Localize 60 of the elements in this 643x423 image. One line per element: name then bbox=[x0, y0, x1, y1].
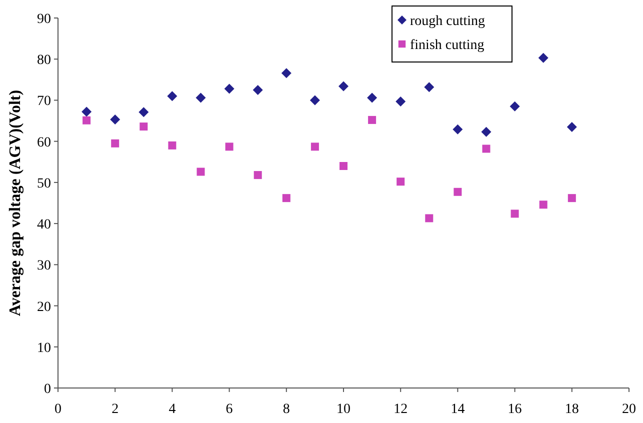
point bbox=[167, 91, 178, 102]
y-tick-label: 10 bbox=[37, 340, 51, 356]
point bbox=[510, 101, 520, 112]
y-tick-label: 60 bbox=[37, 135, 51, 150]
point bbox=[111, 139, 120, 148]
x-tick-label: 4 bbox=[168, 402, 176, 417]
point bbox=[196, 92, 206, 103]
x-tick-label: 8 bbox=[282, 402, 290, 417]
point bbox=[340, 162, 348, 170]
point bbox=[282, 194, 290, 202]
point bbox=[452, 124, 463, 134]
point bbox=[425, 214, 434, 222]
point bbox=[454, 188, 462, 196]
point bbox=[196, 168, 205, 176]
point bbox=[110, 114, 120, 125]
x-tick-label: 16 bbox=[508, 402, 522, 417]
point bbox=[82, 106, 92, 117]
point bbox=[310, 95, 320, 106]
point bbox=[168, 141, 176, 150]
x-tick-label: 14 bbox=[450, 402, 465, 417]
x-tick-label: 12 bbox=[394, 402, 408, 417]
y-tick-label: 30 bbox=[37, 258, 51, 274]
x-tick-label: 6 bbox=[226, 402, 233, 417]
point bbox=[252, 84, 263, 95]
y-tick-label: 70 bbox=[37, 94, 51, 110]
y-tick-label: 0 bbox=[44, 382, 51, 397]
x-tick-label: 10 bbox=[336, 402, 350, 417]
point bbox=[396, 96, 406, 106]
x-tick-label: 20 bbox=[622, 402, 636, 417]
point bbox=[481, 126, 492, 137]
point bbox=[566, 122, 577, 132]
x-tick-label: 0 bbox=[54, 402, 62, 417]
y-tick-label: 80 bbox=[37, 53, 51, 68]
legend-label: finish cutting bbox=[410, 38, 484, 53]
point bbox=[338, 81, 348, 92]
point bbox=[140, 122, 148, 131]
point bbox=[482, 144, 490, 153]
legend-label: rough cutting bbox=[410, 14, 486, 29]
y-tick-label: 40 bbox=[37, 218, 51, 233]
point bbox=[254, 171, 262, 180]
y-tick-label: 50 bbox=[37, 176, 51, 192]
y-tick-label: 20 bbox=[37, 300, 51, 315]
point bbox=[310, 142, 319, 151]
point bbox=[224, 84, 234, 94]
point bbox=[367, 92, 378, 103]
y-tick-label: 90 bbox=[37, 12, 51, 27]
x-tick-label: 2 bbox=[112, 402, 119, 417]
point bbox=[539, 200, 548, 209]
point bbox=[538, 52, 548, 63]
point bbox=[82, 116, 91, 124]
x-tick-label: 18 bbox=[564, 402, 579, 417]
point bbox=[281, 68, 292, 78]
point bbox=[510, 210, 519, 218]
point bbox=[368, 116, 376, 124]
point bbox=[225, 142, 234, 151]
point bbox=[424, 82, 434, 92]
point bbox=[138, 107, 149, 118]
point bbox=[568, 194, 576, 202]
point bbox=[396, 178, 405, 186]
y-axis-title: Average gap voltage (AGV)(Volt) bbox=[7, 90, 24, 316]
